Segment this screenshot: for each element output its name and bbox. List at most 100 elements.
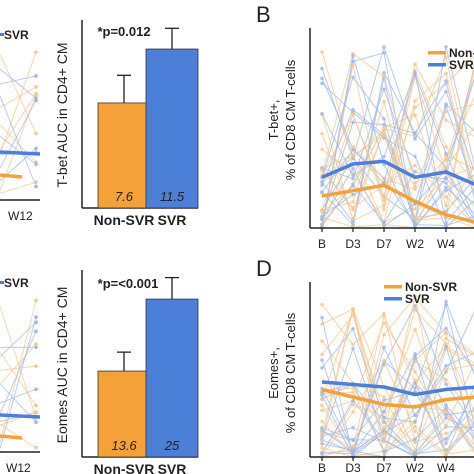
individual-point — [34, 98, 38, 103]
individual-point — [444, 44, 448, 49]
individual-point — [382, 415, 386, 420]
individual-point — [351, 112, 355, 117]
individual-point — [413, 378, 417, 382]
individual-point — [351, 166, 355, 171]
individual-point — [444, 79, 448, 83]
individual-point — [444, 157, 448, 162]
individual-point — [320, 451, 324, 456]
individual-point — [34, 364, 38, 368]
mean-line-svr — [321, 380, 474, 397]
individual-point — [351, 219, 355, 224]
individual-point — [34, 74, 38, 78]
individual-point — [444, 431, 448, 436]
individual-point — [320, 302, 324, 307]
individual-point — [444, 382, 448, 386]
individual-point — [382, 220, 386, 225]
individual-point — [382, 398, 386, 402]
individual-point — [444, 109, 448, 114]
individual-trace — [0, 317, 37, 449]
panel-d-traces — [320, 294, 474, 459]
individual-point — [413, 420, 417, 425]
tbet-auc-ylabel: T-bet AUC in CD4+ CM — [54, 42, 70, 187]
individual-point — [320, 168, 324, 173]
panel-b-legend-non-svr-swatch — [428, 51, 446, 55]
individual-point — [320, 403, 324, 408]
individual-point — [382, 432, 386, 437]
individual-point — [34, 184, 38, 189]
individual-point — [351, 183, 355, 187]
individual-point — [413, 131, 417, 135]
individual-point — [320, 352, 324, 357]
individual-point — [320, 397, 324, 401]
individual-point — [444, 299, 448, 304]
individual-point — [34, 410, 38, 414]
individual-trace — [0, 181, 37, 194]
individual-point — [382, 207, 386, 212]
x-tick-label: D7 — [376, 461, 392, 474]
individual-point — [351, 192, 355, 197]
individual-point — [34, 162, 38, 166]
individual-point — [351, 307, 355, 311]
x-tick-label: W4 — [437, 237, 455, 251]
individual-point — [413, 154, 417, 159]
individual-point — [382, 203, 386, 208]
individual-point — [320, 393, 324, 398]
individual-point — [351, 144, 355, 149]
individual-point — [351, 199, 355, 204]
mean-line-svr — [321, 159, 474, 186]
individual-point — [34, 146, 38, 151]
individual-point — [320, 147, 324, 152]
individual-point — [351, 120, 355, 125]
individual-point — [444, 71, 448, 76]
mean-line-non-svr — [321, 183, 474, 224]
individual-trace — [0, 95, 37, 187]
individual-point — [320, 441, 324, 446]
individual-point — [413, 413, 417, 418]
panel-b-ylabel-line1: T-bet+, — [266, 100, 281, 141]
individual-point — [351, 216, 355, 221]
individual-point — [382, 74, 386, 79]
individual-trace — [0, 52, 37, 155]
mean-line-svr — [0, 413, 41, 419]
bar-category-label: Non-SVR — [94, 461, 155, 474]
individual-point — [444, 181, 448, 185]
individual-point — [413, 327, 417, 332]
individual-point — [320, 408, 324, 413]
individual-point — [351, 346, 355, 351]
individual-point — [382, 321, 386, 326]
individual-point — [382, 358, 386, 363]
partial-panel-c: SVR W12 — [0, 276, 41, 474]
individual-point — [382, 154, 386, 159]
individual-point — [320, 438, 324, 443]
partial-panel-a: SVR W12 — [0, 28, 41, 223]
individual-point — [34, 403, 38, 408]
bar-value-label: 11.5 — [160, 189, 185, 204]
individual-point — [351, 53, 355, 58]
partial-panel-a-traces — [0, 50, 41, 194]
individual-trace — [0, 93, 37, 151]
individual-point — [34, 320, 38, 325]
individual-point — [382, 333, 386, 337]
mean-line-non-svr — [0, 173, 23, 179]
individual-point — [413, 185, 417, 189]
panel-d-legend-non-svr-label: Non-SVR — [405, 280, 457, 294]
tbet-auc-chart: T-bet AUC in CD4+ CM *p=0.012 7.6 Non-SVR… — [54, 20, 199, 228]
partial-panel-a-legend-svr-swatch — [0, 33, 4, 36]
individual-point — [351, 402, 355, 407]
individual-point — [413, 354, 417, 358]
x-tick-label: W2 — [406, 461, 424, 474]
individual-trace — [0, 100, 37, 169]
bar-svr — [145, 298, 199, 458]
individual-point — [382, 438, 386, 443]
individual-trace — [0, 365, 37, 371]
individual-point — [413, 369, 417, 374]
panel-d: D Eomes+, % of CD8 CM T-cells Non-SVR SV… — [256, 256, 474, 474]
individual-point — [444, 341, 448, 346]
individual-point — [444, 203, 448, 208]
individual-point — [320, 81, 324, 86]
individual-trace — [0, 86, 37, 108]
individual-point — [382, 420, 386, 424]
individual-point — [413, 62, 417, 66]
individual-point — [351, 390, 355, 394]
individual-point — [34, 445, 38, 450]
